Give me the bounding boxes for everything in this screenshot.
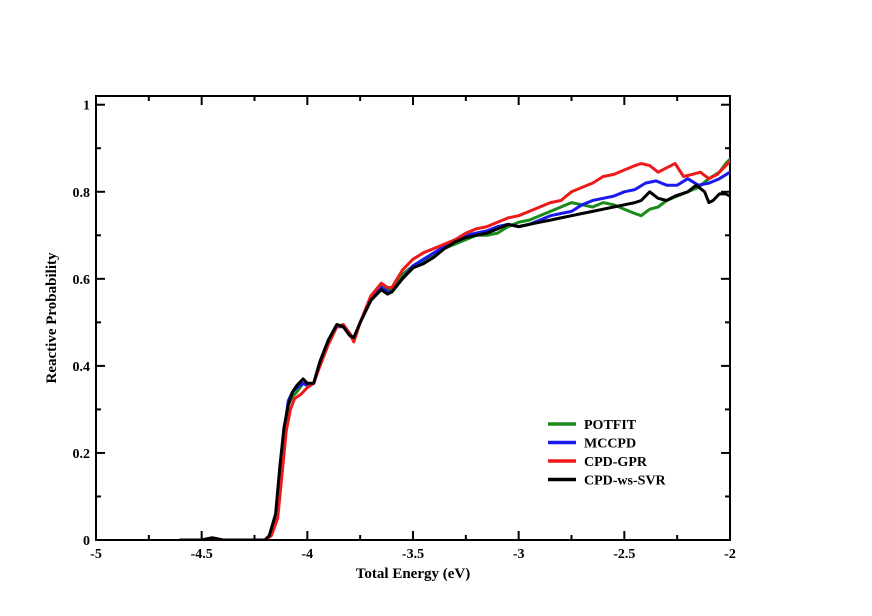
y-tick-label: 0.8: [73, 186, 91, 201]
x-tick-label: -4.5: [191, 547, 213, 562]
x-tick-label: -5: [90, 547, 102, 562]
legend-label: CPD-ws-SVR: [584, 474, 667, 489]
x-axis-label: Total Energy (eV): [356, 566, 470, 582]
y-tick-label: 0.4: [73, 360, 91, 375]
x-tick-label: -3.5: [402, 547, 424, 562]
x-tick-label: -4: [301, 547, 313, 562]
series-line-cpd-ws-svr: [179, 183, 730, 540]
y-tick-label: 0.6: [73, 273, 91, 288]
series-line-cpd-gpr: [179, 159, 730, 540]
legend-label: MCCPD: [584, 437, 636, 452]
y-tick-label: 0.2: [73, 447, 91, 462]
x-tick-label: -3: [513, 547, 525, 562]
y-tick-label: 0: [83, 534, 90, 549]
legend: POTFIT MCCPD CPD-GPR CPD-ws-SVR: [548, 418, 667, 489]
y-axis-label: Reactive Probability: [44, 252, 60, 383]
legend-label: POTFIT: [584, 418, 637, 433]
y-tick-label: 1: [83, 99, 90, 114]
x-tick-label: -2.5: [613, 547, 635, 562]
axis-ticks: -5 -4.5 -4 -3.5 -3 -2.5 -2 0 0.2 0.4 0.6 0.8 1: [73, 96, 736, 562]
legend-label: CPD-GPR: [584, 455, 648, 470]
x-tick-label: -2: [724, 547, 736, 562]
series-layer: [179, 157, 730, 540]
